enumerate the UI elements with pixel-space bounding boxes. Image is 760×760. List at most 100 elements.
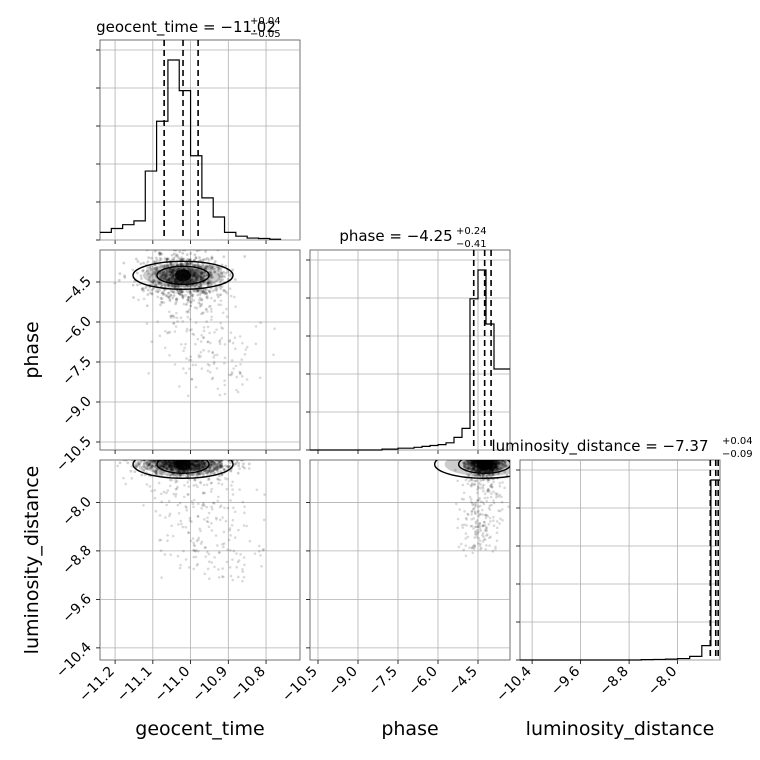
scatter-point <box>204 308 208 311</box>
scatter-point <box>200 312 203 316</box>
scatter-point <box>174 284 177 288</box>
scatter-point <box>498 509 502 513</box>
scatter-point <box>491 468 494 472</box>
scatter-point <box>168 299 172 303</box>
scatter-point <box>213 467 217 471</box>
scatter-point <box>484 470 488 474</box>
scatter-point <box>208 331 211 335</box>
scatter-point <box>233 536 237 539</box>
scatter-point <box>197 536 200 540</box>
scatter-point <box>153 460 157 463</box>
scatter-point <box>182 367 185 370</box>
scatter-point <box>489 467 493 471</box>
scatter-point <box>195 250 199 253</box>
scatter-point <box>171 460 175 462</box>
scatter-point <box>197 466 201 470</box>
scatter-point <box>154 472 158 476</box>
scatter-point <box>118 461 122 465</box>
scatter-point <box>171 460 175 462</box>
scatter-point <box>494 462 498 466</box>
scatter-point <box>209 463 213 466</box>
scatter-point <box>471 545 475 548</box>
scatter-point <box>471 467 475 471</box>
scatter-point <box>495 493 498 497</box>
scatter-point <box>209 469 213 473</box>
scatter-point <box>136 463 140 466</box>
scatter-point <box>171 275 175 278</box>
scatter-point <box>219 464 223 468</box>
scatter-point <box>194 464 198 467</box>
scatter-point <box>206 281 210 285</box>
scatter-point <box>474 530 477 533</box>
scatter-point <box>479 469 483 473</box>
scatter-point <box>219 464 223 468</box>
scatter-point <box>200 460 203 462</box>
scatter-point <box>199 480 202 484</box>
scatter-point <box>173 280 177 283</box>
panel-frame <box>99 39 301 241</box>
scatter-point <box>162 460 166 462</box>
scatter-point <box>482 524 485 527</box>
scatter-point <box>470 461 474 465</box>
scatter-point <box>482 502 486 506</box>
scatter-point <box>186 298 190 301</box>
scatter-point <box>470 460 474 462</box>
scatter-point <box>211 460 214 463</box>
scatter-point <box>184 558 188 561</box>
scatter-point <box>136 283 139 287</box>
scatter-point <box>166 264 169 268</box>
scatter-point <box>197 355 201 359</box>
scatter-point <box>239 372 242 376</box>
scatter-point <box>162 270 166 274</box>
scatter-point <box>206 256 209 260</box>
scatter-point <box>470 460 474 463</box>
scatter-point <box>200 271 204 275</box>
scatter-point <box>216 387 220 391</box>
scatter-point <box>220 337 224 340</box>
scatter-point <box>190 473 194 477</box>
scatter-point <box>257 544 261 548</box>
scatter-point <box>140 287 144 290</box>
scatter-point <box>218 551 221 554</box>
scatter-point <box>178 292 181 296</box>
scatter-point <box>500 467 504 470</box>
scatter-point <box>168 273 172 277</box>
scatter-point <box>456 526 459 530</box>
scatter-point <box>218 474 221 478</box>
scatter-point <box>245 345 249 349</box>
scatter-point <box>192 549 196 552</box>
scatter-point <box>470 510 474 513</box>
scatter-point <box>170 284 174 288</box>
scatter-point <box>198 466 202 470</box>
scatter-point <box>488 469 492 473</box>
scatter-point <box>237 461 241 465</box>
scatter-point <box>189 539 193 543</box>
scatter-point <box>188 290 192 294</box>
scatter-point <box>476 491 479 495</box>
scatter-point <box>474 525 477 529</box>
scatter-point <box>173 460 177 463</box>
scatter-point <box>476 469 480 473</box>
scatter-point <box>161 461 164 465</box>
scatter-point <box>213 462 217 465</box>
scatter-point <box>476 488 479 491</box>
scatter-point <box>168 278 171 281</box>
scatter-point <box>472 460 475 463</box>
scatter-point <box>494 465 498 469</box>
scatter-point <box>242 462 245 466</box>
scatter-point <box>203 290 207 294</box>
scatter-point <box>489 483 493 487</box>
scatter-point <box>489 484 493 487</box>
scatter-point <box>176 469 180 473</box>
scatter-point <box>466 467 469 471</box>
scatter-point <box>464 532 468 535</box>
scatter-point <box>261 548 265 552</box>
scatter-point <box>496 460 499 462</box>
scatter-point <box>494 460 497 462</box>
scatter-point <box>490 485 494 489</box>
scatter-point <box>496 460 500 464</box>
scatter-point <box>492 460 496 462</box>
panel-frame <box>309 249 511 451</box>
scatter-point <box>169 271 172 274</box>
scatter-point <box>176 256 180 260</box>
